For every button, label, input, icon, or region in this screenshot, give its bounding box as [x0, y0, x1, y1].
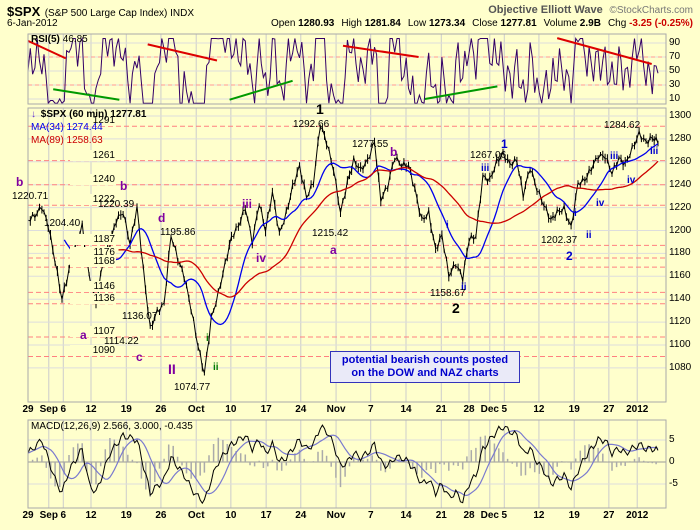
quote-label: Close: [472, 18, 498, 29]
ma34-legend: MA(34) 1274.44: [31, 122, 103, 133]
header-line-1: $SPX (S&P 500 Large Cap Index) INDX Obje…: [7, 3, 693, 19]
watermark-title: Objective Elliott Wave: [488, 4, 603, 16]
copyright: ©StockCharts.com: [609, 5, 693, 16]
note-line-1: potential bearish counts posted: [341, 354, 509, 366]
quote-bar: Open 1280.93 High 1281.84 Low 1273.34 Close…: [264, 18, 693, 29]
note-line-2: on the DOW and NAZ charts: [351, 367, 499, 379]
quote-value: 2.9B: [577, 18, 601, 29]
quote-label: Open: [270, 18, 296, 29]
quote-label: Chg: [607, 18, 627, 29]
quote-value: 1277.81: [497, 18, 537, 29]
macd-values: 2.566, 3.000, -0.435: [103, 421, 193, 432]
annotation-note-box: potential bearish counts posted on the D…: [330, 351, 520, 383]
macd-label: MACD(12,26,9): [31, 421, 101, 432]
quote-value: 1273.34: [426, 18, 466, 29]
quote-label: Low: [407, 18, 427, 29]
down-arrow-icon: ↓: [31, 109, 36, 120]
symbol: $SPX: [7, 4, 41, 19]
quote-value: -3.25 (-0.25%): [626, 18, 693, 29]
symbol-name: (S&P 500 Large Cap Index) INDX: [44, 8, 195, 19]
rsi-label: RSI(5): [31, 34, 60, 45]
ma89-legend: MA(89) 1258.63: [31, 135, 103, 146]
header-right: Objective Elliott Wave ©StockCharts.com: [488, 4, 693, 16]
price-legend-symbol: $SPX (60 min): [40, 109, 108, 120]
quote-value: 1280.93: [295, 18, 335, 29]
rsi-legend: RSI(5) 46.85: [31, 34, 88, 45]
rsi-value: 46.85: [62, 34, 88, 45]
quote-value: 1281.84: [361, 18, 401, 29]
macd-legend: MACD(12,26,9) 2.566, 3.000, -0.435: [31, 421, 193, 432]
price-legend-value: 1277.81: [110, 109, 147, 120]
quote-label: High: [341, 18, 362, 29]
quote-label: Volume: [543, 18, 578, 29]
header-line-2: 6-Jan-2012 Open 1280.93 High 1281.84 Low 1…: [7, 18, 693, 31]
price-legend: ↓ $SPX (60 min) 1277.81: [31, 109, 146, 120]
chart-date: 6-Jan-2012: [7, 18, 58, 29]
